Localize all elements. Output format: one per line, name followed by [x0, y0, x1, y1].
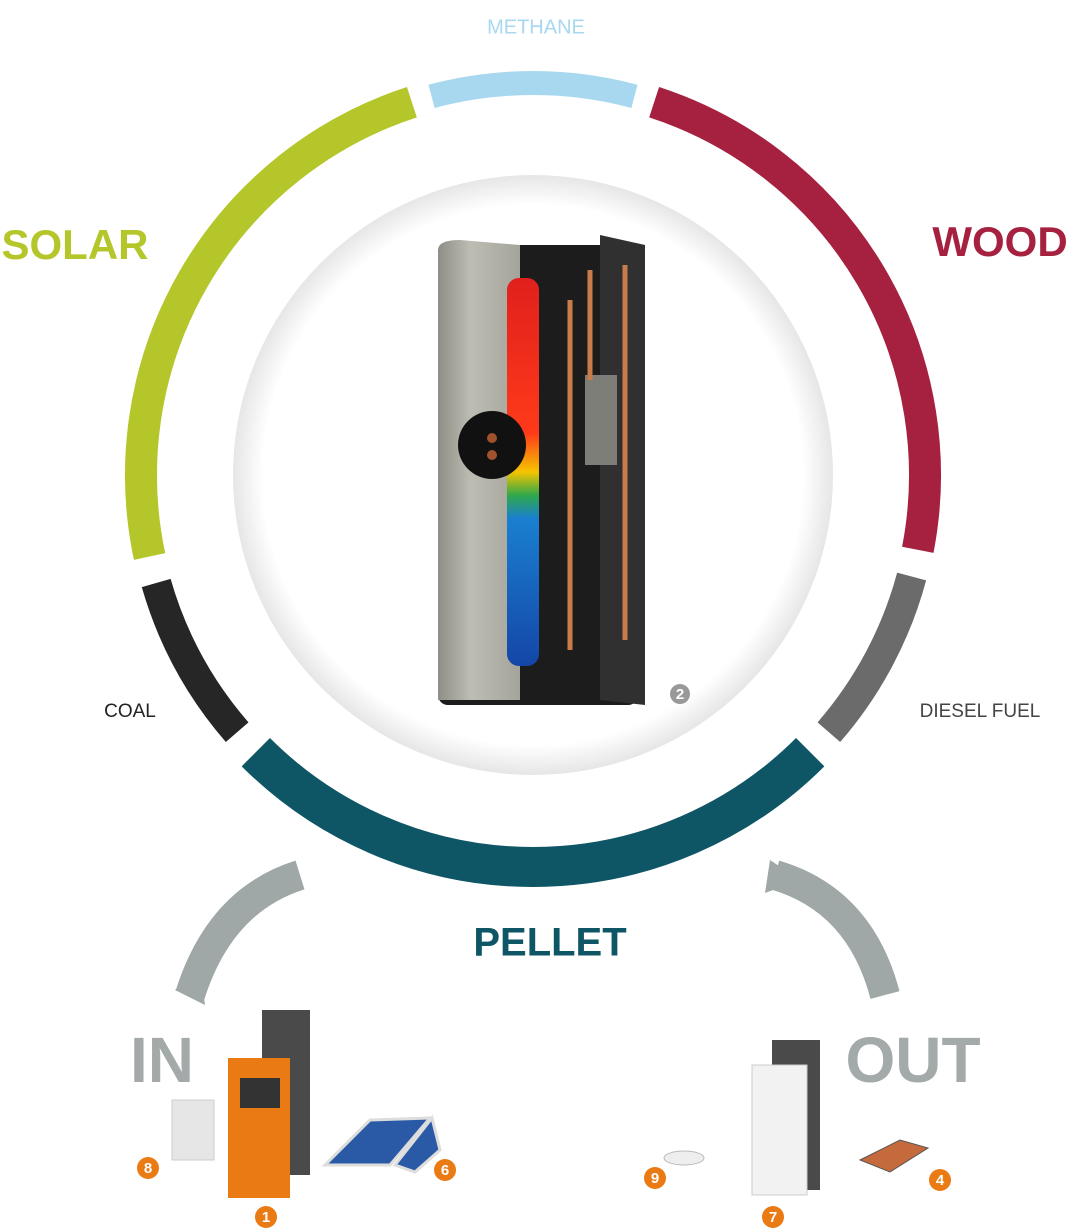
badge [644, 1167, 666, 1189]
fuel-ring [125, 71, 941, 887]
badge-number: 9 [651, 1170, 659, 1187]
product-badges: 8 1 6 9 7 4 [137, 1157, 951, 1228]
badge [255, 1206, 277, 1228]
ring-segment [428, 71, 638, 108]
ring-segment [241, 738, 825, 887]
badge [434, 1159, 456, 1181]
in-arrow [175, 860, 305, 1000]
methane-label: METHANE [487, 16, 585, 38]
badge [670, 684, 690, 704]
badge-number: 6 [441, 1162, 449, 1179]
badge-number: 4 [936, 1172, 945, 1189]
storage-tank [438, 235, 645, 705]
ring-segment [817, 572, 927, 743]
badge-number: 8 [144, 1160, 152, 1177]
badge-number: 2 [676, 686, 684, 703]
badge [929, 1169, 951, 1191]
out-arrow-head [765, 860, 800, 893]
diesel-label: DIESEL FUEL [920, 701, 1041, 722]
out-arrow [770, 860, 900, 1000]
in-label: IN [130, 1024, 194, 1096]
out-products [663, 1040, 930, 1196]
badge-number: 1 [262, 1209, 270, 1226]
out-label: OUT [845, 1024, 980, 1096]
ring-segment [125, 86, 417, 560]
badge-number: 7 [769, 1209, 777, 1226]
solar-label: SOLAR [2, 221, 149, 268]
badge [762, 1206, 784, 1228]
coal-label: COAL [104, 701, 156, 722]
wood-label: WOOD [932, 218, 1067, 265]
ring-segment [141, 578, 249, 743]
in-products [171, 1010, 442, 1198]
ring-segment [649, 86, 941, 553]
pellet-label: PELLET [473, 921, 626, 965]
in-arrow-head [175, 970, 205, 1005]
badge [137, 1157, 159, 1179]
